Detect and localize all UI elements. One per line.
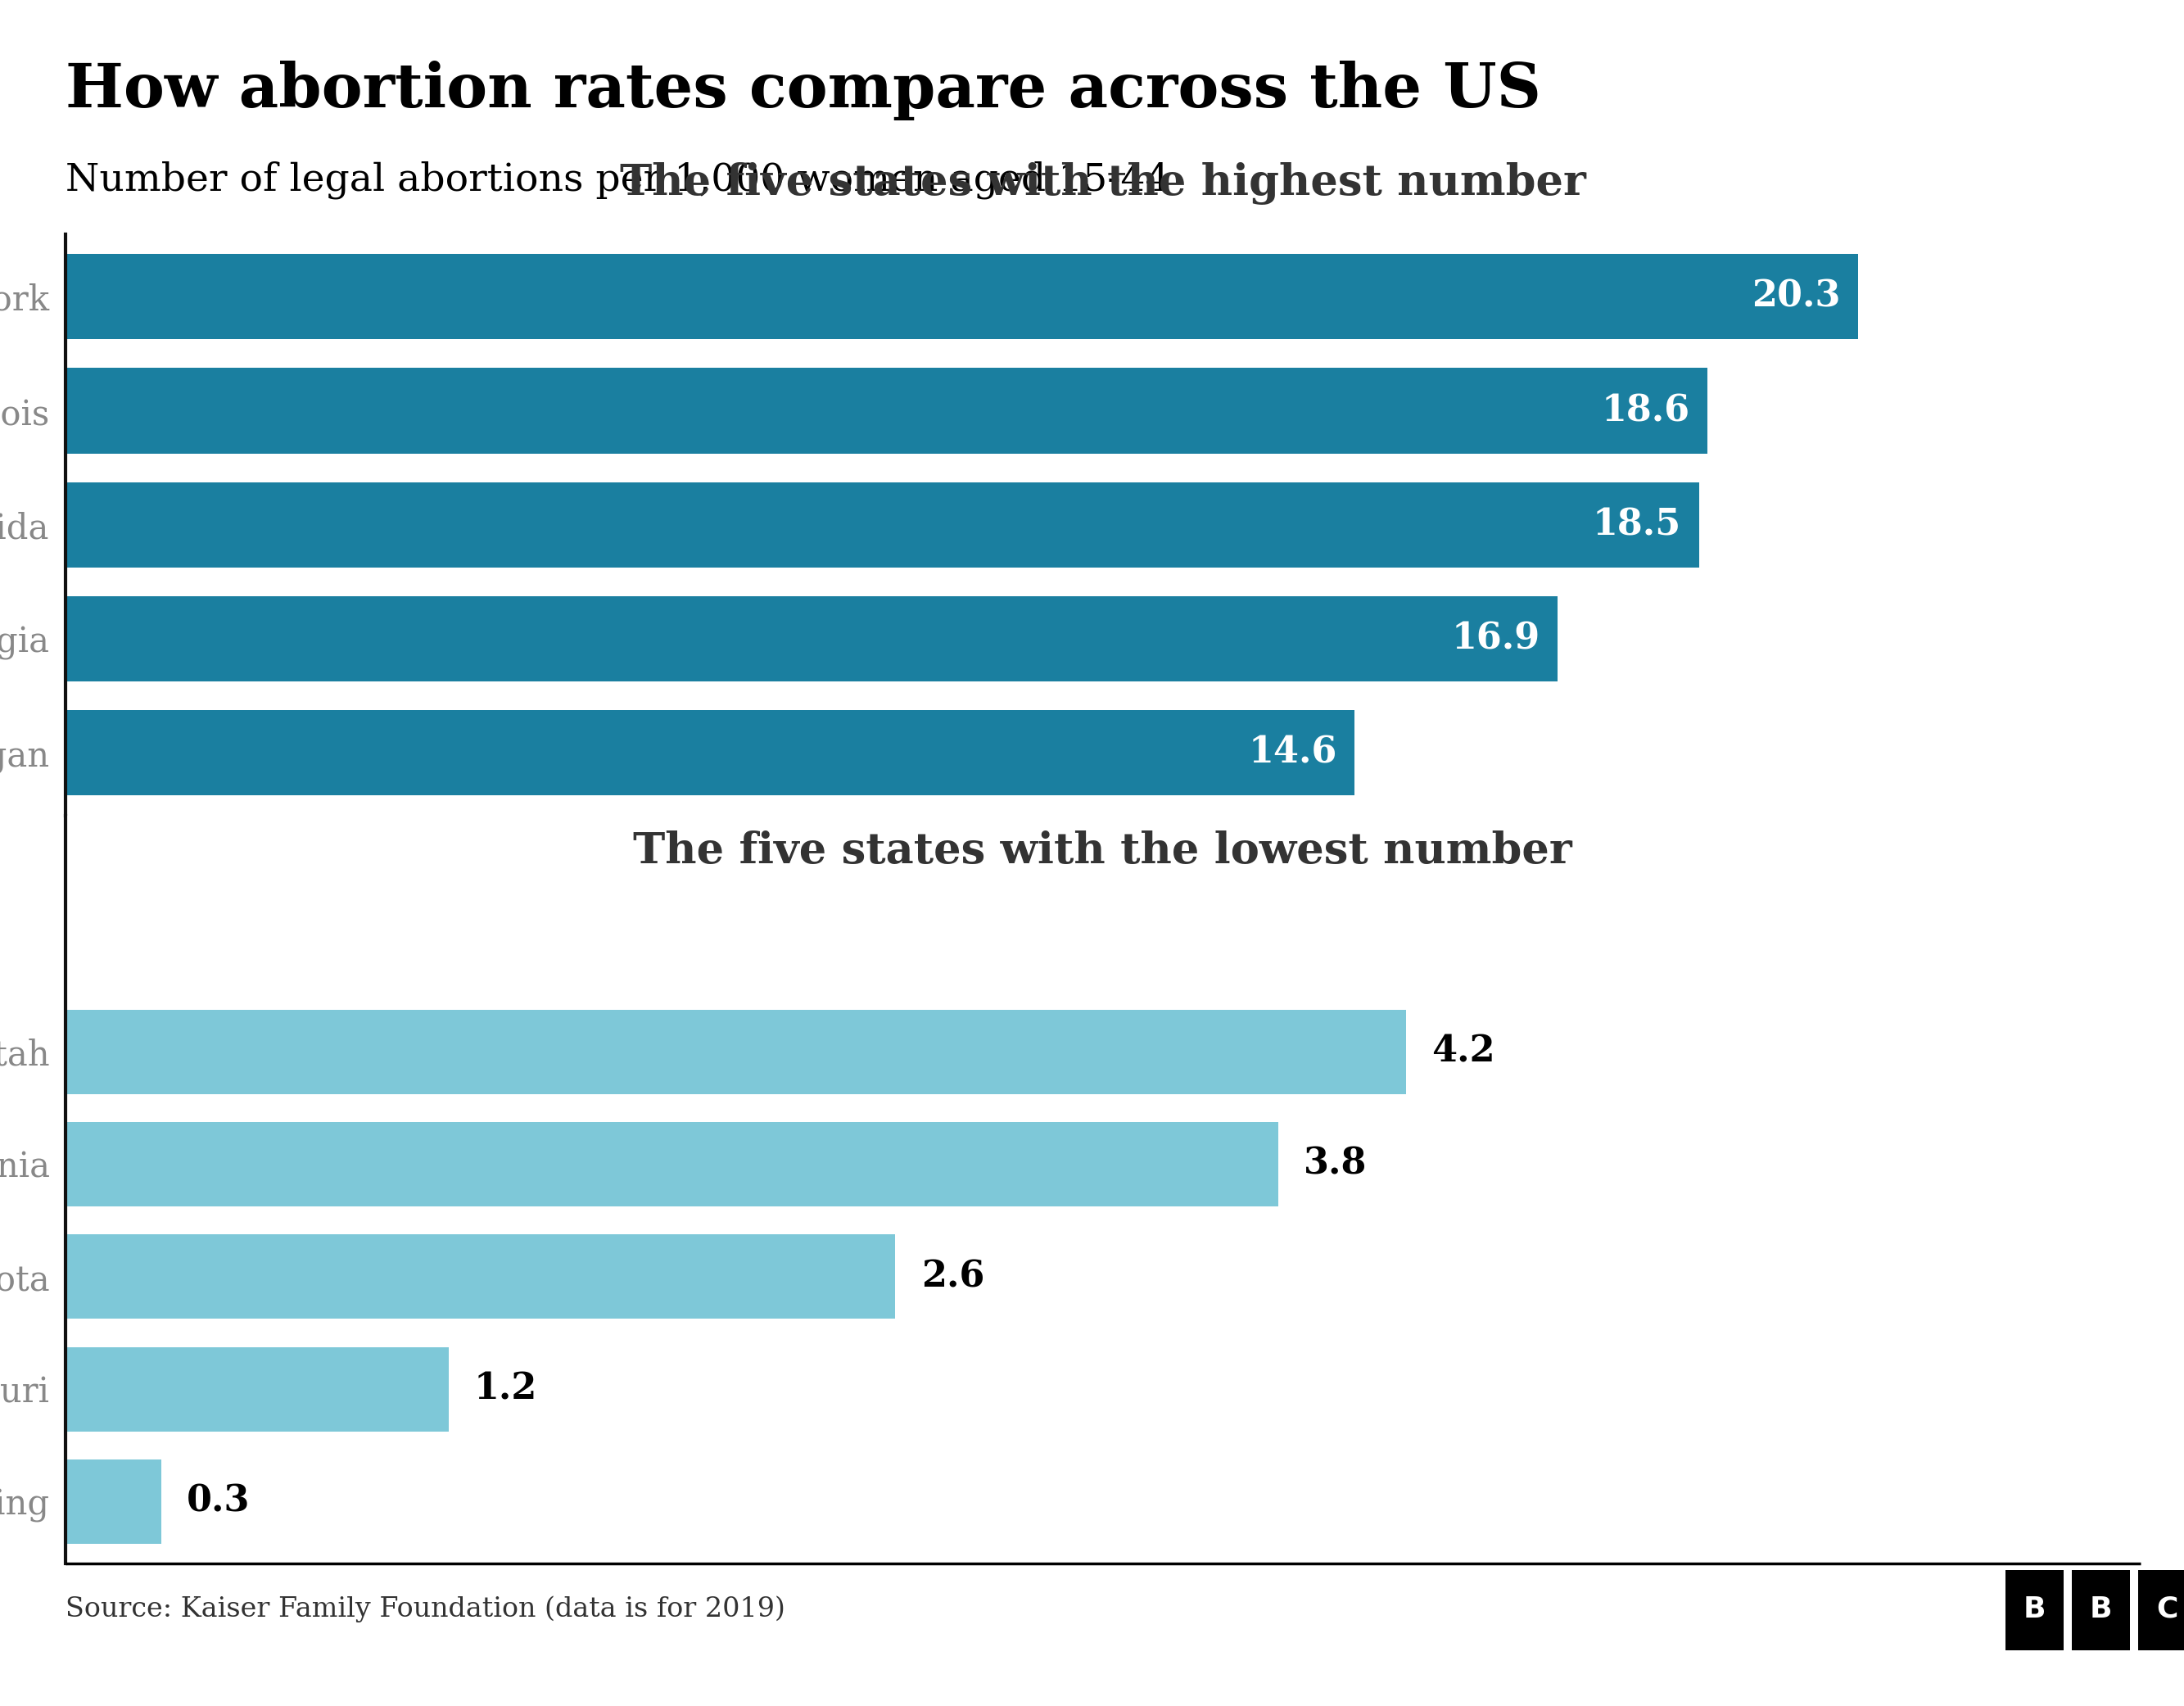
Text: How abortion rates compare across the US: How abortion rates compare across the US <box>66 60 1542 119</box>
Text: 18.6: 18.6 <box>1601 392 1690 428</box>
Text: 20.3: 20.3 <box>1752 280 1841 314</box>
FancyBboxPatch shape <box>2073 1570 2129 1650</box>
Text: 16.9: 16.9 <box>1452 621 1540 657</box>
FancyBboxPatch shape <box>2138 1570 2184 1650</box>
Bar <box>66 1348 448 1431</box>
Text: The five states with the highest number: The five states with the highest number <box>620 162 1586 205</box>
Bar <box>66 710 1354 795</box>
Text: Number of legal abortions per 1,000 women aged 15-44: Number of legal abortions per 1,000 wome… <box>66 160 1171 200</box>
Bar <box>66 595 1557 682</box>
FancyBboxPatch shape <box>2005 1570 2064 1650</box>
Bar <box>66 254 1859 339</box>
Text: B: B <box>2022 1595 2046 1622</box>
Bar <box>66 483 1699 568</box>
Text: 4.2: 4.2 <box>1433 1034 1496 1070</box>
Text: 14.6: 14.6 <box>1247 735 1337 771</box>
Text: 3.8: 3.8 <box>1304 1146 1367 1182</box>
Text: C: C <box>2156 1595 2177 1622</box>
Text: 1.2: 1.2 <box>474 1372 537 1407</box>
Text: 2.6: 2.6 <box>922 1259 985 1295</box>
Text: 18.5: 18.5 <box>1592 507 1682 543</box>
Bar <box>66 368 1708 454</box>
Text: 0.3: 0.3 <box>188 1484 251 1518</box>
Bar <box>66 1235 895 1319</box>
Bar <box>66 1123 1278 1206</box>
Text: Source: Kaiser Family Foundation (data is for 2019): Source: Kaiser Family Foundation (data i… <box>66 1595 786 1622</box>
Bar <box>66 1459 162 1544</box>
Text: B: B <box>2090 1595 2112 1622</box>
Bar <box>66 1010 1406 1094</box>
Text: The five states with the lowest number: The five states with the lowest number <box>633 831 1572 872</box>
